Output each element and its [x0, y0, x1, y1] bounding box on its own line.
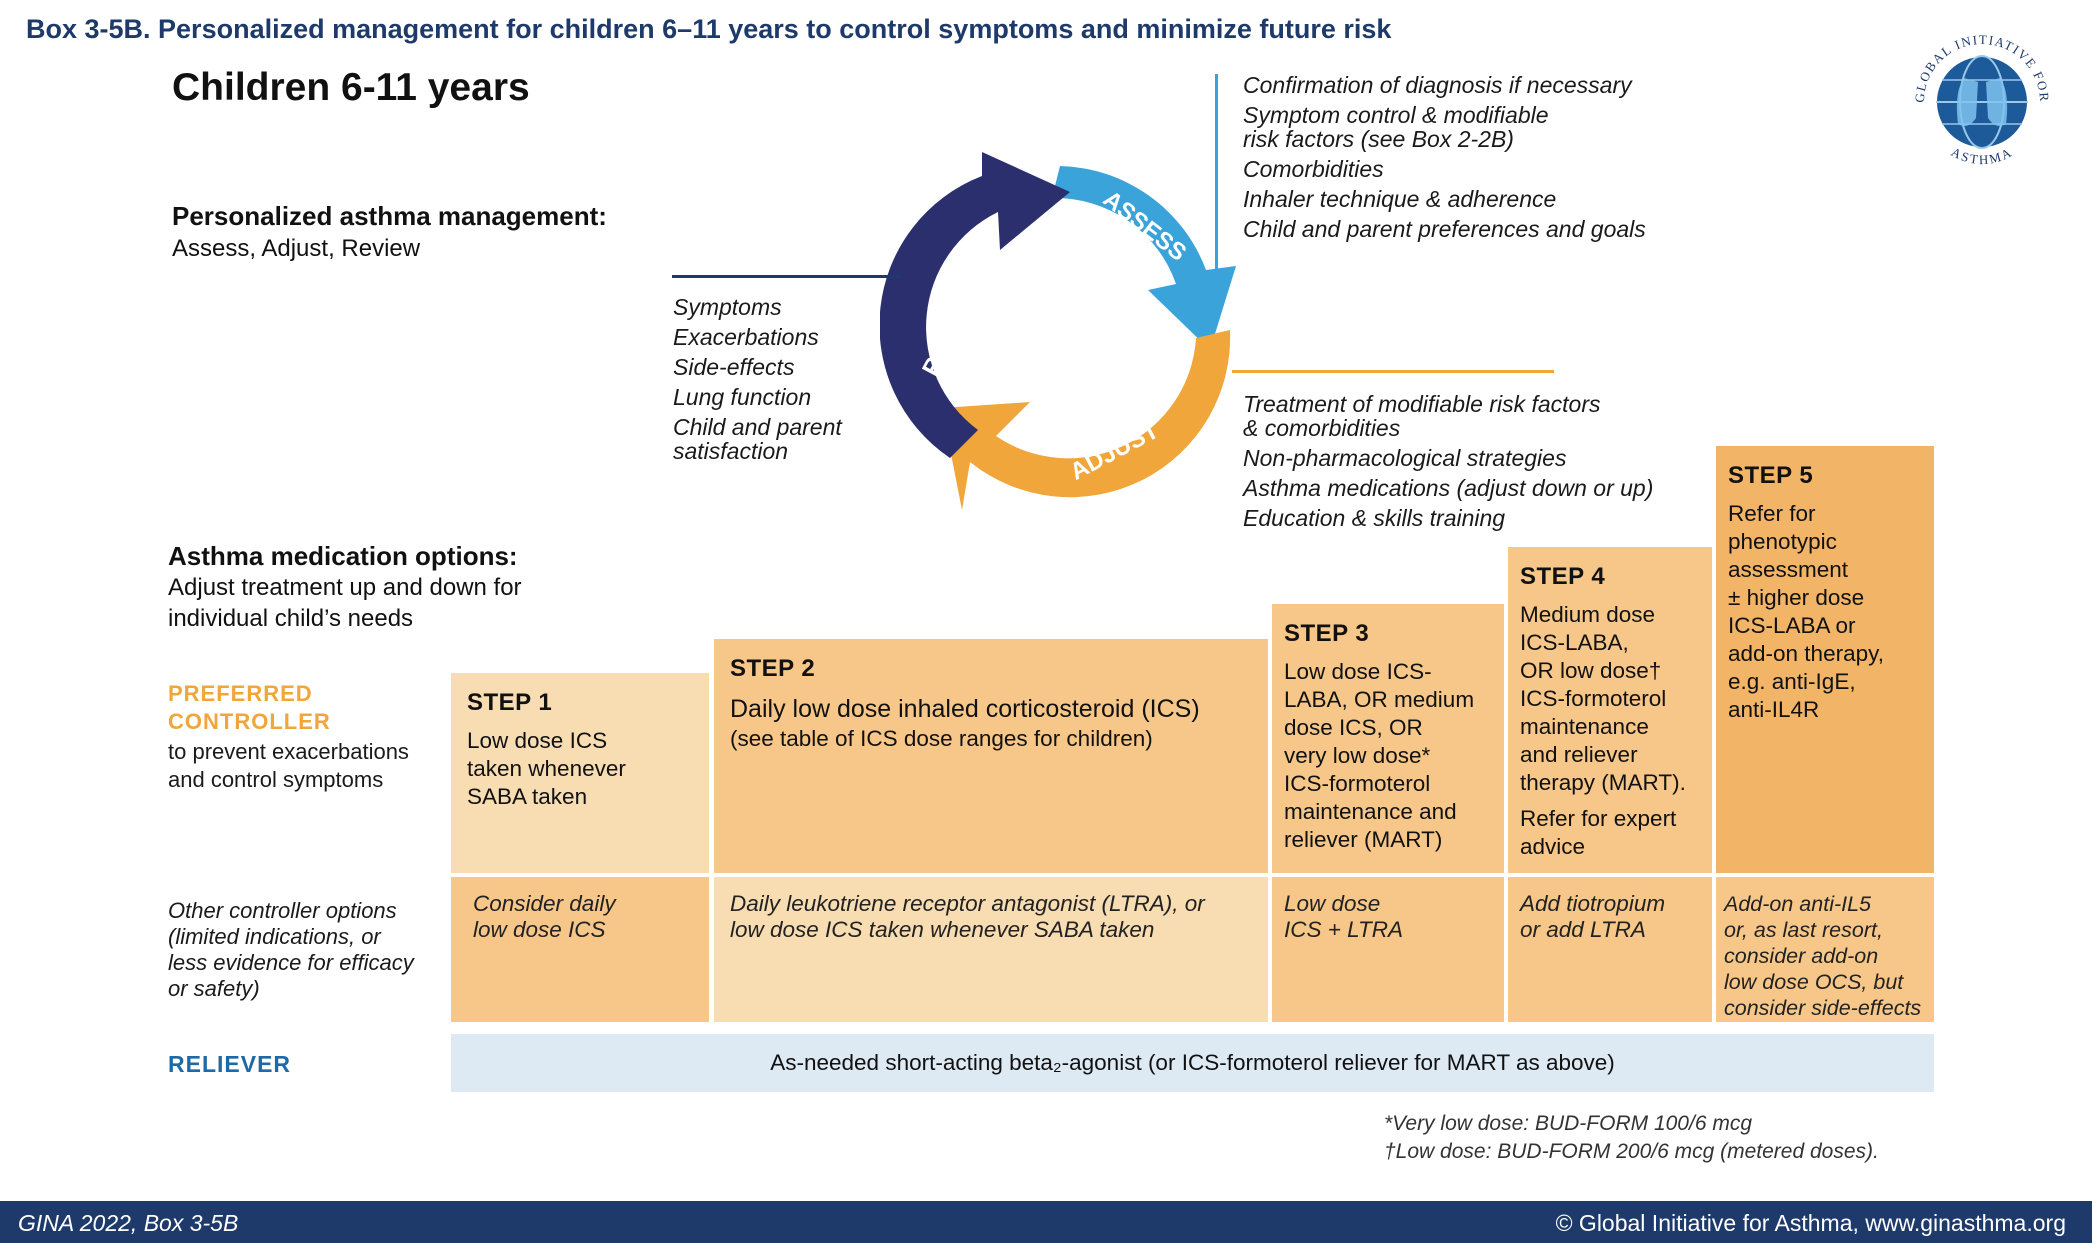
preferred-controller-label: PREFERRED CONTROLLER to prevent exacerba… [168, 680, 409, 794]
preferred-line: PREFERRED [168, 681, 313, 706]
assess-item: Symptom control & modifiable [1243, 102, 1549, 128]
assess-item: Comorbidities [1243, 156, 1384, 182]
step-5-other: Add-on anti-IL5 or, as last resort, consid… [1716, 877, 1934, 1022]
review-arrow [879, 152, 1070, 458]
management-cycle: ASSESS ADJUST REVIEW [879, 140, 1260, 520]
review-items: Symptoms Exacerbations Side-effects Lung… [673, 292, 842, 466]
step-3-preferred: STEP 3 Low dose ICS- LABA, OR medium dose … [1272, 604, 1504, 873]
footer-right: © Global Initiative for Asthma, www.gina… [1555, 1210, 2066, 1236]
logo-bottom-text: ASTHMA [1949, 144, 2013, 167]
adjust-connector-line [1232, 370, 1554, 373]
main-title: Children 6-11 years [172, 66, 530, 109]
assess-item: Inhaler technique & adherence [1243, 186, 1557, 212]
management-subheading: Assess, Adjust, Review [172, 235, 421, 262]
review-item: Side-effects [673, 354, 795, 380]
review-item: satisfaction [673, 438, 789, 464]
step-1-preferred: STEP 1 Low dose ICS taken whenever SABA ta… [451, 673, 709, 873]
assess-item: Confirmation of diagnosis if necessary [1243, 72, 1632, 98]
assess-arrow [1052, 166, 1236, 350]
adjust-item: Treatment of modifiable risk factors [1243, 391, 1601, 417]
review-connector-line [672, 275, 902, 278]
medication-sub-line: individual child’s needs [168, 605, 414, 632]
gina-logo: GLOBAL INITIATIVE FOR ASTHMA [1902, 20, 2062, 180]
medication-heading: Asthma medication options: [168, 541, 518, 571]
svg-text:ASTHMA: ASTHMA [1949, 144, 2015, 167]
footnote: *Very low dose: BUD-FORM 100/6 mcg [1384, 1112, 1753, 1135]
adjust-item: Education & skills training [1243, 505, 1506, 531]
other-controller-label: Other controller options (limited indica… [168, 898, 414, 1001]
adjust-item: Asthma medications (adjust down or up) [1243, 475, 1654, 501]
review-item: Exacerbations [673, 324, 819, 350]
step-2-other: Daily leukotriene receptor antagonist (L… [714, 877, 1268, 1022]
assess-connector-line [1215, 74, 1218, 272]
assess-item: Child and parent preferences and goals [1243, 216, 1646, 242]
preferred-line: CONTROLLER [168, 709, 331, 734]
box-title: Box 3-5B. Personalized management for ch… [26, 14, 1392, 44]
step-4-preferred: STEP 4 Medium dose ICS-LABA, OR low dose† … [1508, 547, 1712, 873]
adjust-item: Non-pharmacological strategies [1243, 445, 1567, 471]
reliever-label: RELIEVER [168, 1051, 292, 1077]
step-2-preferred: STEP 2 Daily low dose inhaled corticoste… [714, 639, 1268, 873]
medication-subheading: Adjust treatment up and down for individ… [168, 572, 522, 634]
preferred-sub: to prevent exacerbations [168, 739, 409, 764]
assess-items: Confirmation of diagnosis if necessary S… [1243, 70, 1646, 244]
footer-left: GINA 2022, Box 3-5B [18, 1210, 239, 1236]
adjust-item: & comorbidities [1243, 415, 1401, 441]
step-4-other: Add tiotropium or add LTRA [1508, 877, 1712, 1022]
footnotes: *Very low dose: BUD-FORM 100/6 mcg †Low … [1384, 1110, 1879, 1166]
adjust-arrow [942, 330, 1231, 510]
management-heading: Personalized asthma management: [172, 201, 607, 231]
footer-bar: GINA 2022, Box 3-5B © Global Initiative … [0, 1201, 2092, 1243]
step-5-preferred: STEP 5 Refer for phenotypic assessment ± h… [1716, 446, 1934, 873]
review-item: Lung function [673, 384, 812, 410]
reliever-bar: As-needed short-acting beta₂-agonist (or… [451, 1034, 1934, 1092]
medication-sub-line: Adjust treatment up and down for [168, 574, 522, 601]
adjust-items: Treatment of modifiable risk factors & c… [1243, 389, 1653, 533]
step-3-other: Low dose ICS + LTRA [1272, 877, 1504, 1022]
preferred-sub: and control symptoms [168, 767, 384, 792]
reliever-text: As-needed short-acting beta₂-agonist (or… [770, 1050, 1615, 1075]
footnote: †Low dose: BUD-FORM 200/6 mcg (metered d… [1384, 1140, 1879, 1163]
assess-item: risk factors (see Box 2-2B) [1243, 126, 1514, 152]
step-1-other: Consider daily low dose ICS [451, 877, 709, 1022]
review-item: Symptoms [673, 294, 782, 320]
review-item: Child and parent [673, 414, 842, 440]
